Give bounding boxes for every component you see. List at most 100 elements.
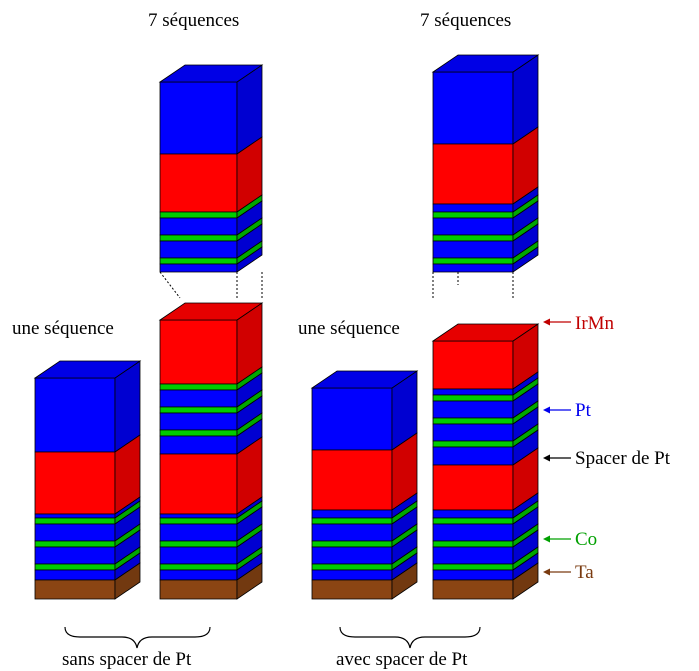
layer-co-front [159, 383, 238, 391]
stack-seven-bottom-no-spacer [158, 302, 264, 600]
break-connectors [159, 271, 514, 300]
legend-pt: Pt [543, 400, 592, 421]
layer-irmn-front [159, 453, 238, 515]
break-line [159, 271, 181, 299]
layer-ta-side [512, 562, 539, 600]
stack-seven-top-spacer [431, 54, 540, 273]
layer-pt-front [311, 546, 393, 565]
stack-one-sequence-spacer [310, 370, 419, 600]
layer-co-front [34, 517, 116, 525]
layer-pt-front [159, 523, 238, 542]
layer-pt-top [431, 54, 540, 73]
layer-co-front [159, 429, 238, 437]
layer-pt-front [159, 435, 238, 455]
layer-pt-front [34, 569, 116, 581]
left-brace [64, 626, 211, 649]
layer-pt-front [159, 217, 238, 236]
arrowhead-icon [543, 568, 550, 576]
legend-label-irmn: IrMn [575, 313, 615, 334]
label-bottom-right: avec spacer de Pt [336, 649, 468, 670]
legend-spacer: Spacer de Pt [543, 448, 671, 469]
layer-pt-front [432, 217, 514, 236]
label-mid-right: une séquence [298, 318, 400, 339]
layer-co-front [432, 257, 514, 265]
layer-pt-top [158, 64, 264, 83]
layer-co-front [432, 234, 514, 242]
layer-co-front [311, 540, 393, 548]
layer-pt-front [34, 377, 116, 453]
layer-pt-front [432, 240, 514, 259]
arrowhead-icon [543, 535, 550, 543]
layer-pt-front [432, 423, 514, 442]
layer-pt-front [159, 389, 238, 408]
layer-pt-front [432, 400, 514, 419]
layer-pt-front [432, 388, 514, 396]
layer-pt-front [432, 523, 514, 542]
layer-pt-front [159, 81, 238, 155]
layer-pt-front [432, 263, 514, 273]
label-bottom-left: sans spacer de Pt [62, 649, 192, 670]
legend-co: Co [543, 529, 597, 550]
legend-ta: Ta [543, 562, 594, 583]
layer-irmn-front [311, 449, 393, 511]
layer-ta-side [391, 562, 418, 600]
layer-pt-front [159, 546, 238, 565]
layer-pt-side [236, 246, 263, 273]
layer-pt-front [311, 509, 393, 519]
layer-pt-side [512, 246, 539, 273]
stack-seven-top-no-spacer [158, 64, 264, 273]
layer-co-front [159, 540, 238, 548]
layer-pt-front [34, 513, 116, 519]
layer-co-front [159, 406, 238, 414]
layer-pt-front [432, 446, 514, 466]
layer-pt-front [432, 203, 514, 213]
layer-co-front [34, 563, 116, 571]
layer-pt-front [34, 546, 116, 565]
layer-irmn-front [432, 340, 514, 390]
layer-co-front [34, 540, 116, 548]
layer-co-front [432, 417, 514, 425]
layer-pt-front [159, 412, 238, 431]
layer-ta-front [432, 579, 514, 600]
layer-irmn-front [34, 451, 116, 515]
legend: IrMn Pt Spacer de Pt Co Ta [543, 313, 671, 583]
layer-pt-front [432, 71, 514, 145]
arrowhead-icon [543, 406, 550, 414]
layer-pt-front [159, 263, 238, 273]
layer-pt-front [432, 546, 514, 565]
layer-co-front [159, 517, 238, 525]
layer-ta-front [34, 579, 116, 600]
layer-co-front [159, 234, 238, 242]
layer-pt-front [311, 569, 393, 581]
layer-co-front [311, 517, 393, 525]
stacks-group [33, 54, 540, 600]
layer-co-front [432, 394, 514, 402]
layer-ta-side [114, 562, 141, 600]
layer-co-front [432, 211, 514, 219]
layer-pt-front [159, 240, 238, 259]
layer-irmn-front [432, 464, 514, 511]
layer-irmn-front [159, 319, 238, 385]
stack-one-sequence-no-spacer [33, 360, 142, 600]
layer-pt-front [432, 569, 514, 581]
legend-label-pt: Pt [575, 400, 592, 421]
layer-irmn-front [159, 153, 238, 213]
layer-pt-front [432, 509, 514, 519]
legend-label-spacer: Spacer de Pt [575, 448, 671, 469]
layer-pt-top [33, 360, 142, 379]
legend-label-ta: Ta [575, 562, 594, 583]
layer-pt-front [311, 387, 393, 451]
layer-pt-top [310, 370, 419, 389]
layer-pt-front [34, 523, 116, 542]
legend-label-co: Co [575, 529, 597, 550]
layer-co-front [432, 517, 514, 525]
layer-co-front [159, 257, 238, 265]
layer-pt-front [159, 513, 238, 519]
layer-co-front [432, 563, 514, 571]
layer-co-front [311, 563, 393, 571]
layer-co-front [159, 211, 238, 219]
layer-ta-front [311, 579, 393, 600]
layer-irmn-front [432, 143, 514, 205]
layer-pt-front [311, 523, 393, 542]
legend-irmn: IrMn [543, 313, 615, 334]
